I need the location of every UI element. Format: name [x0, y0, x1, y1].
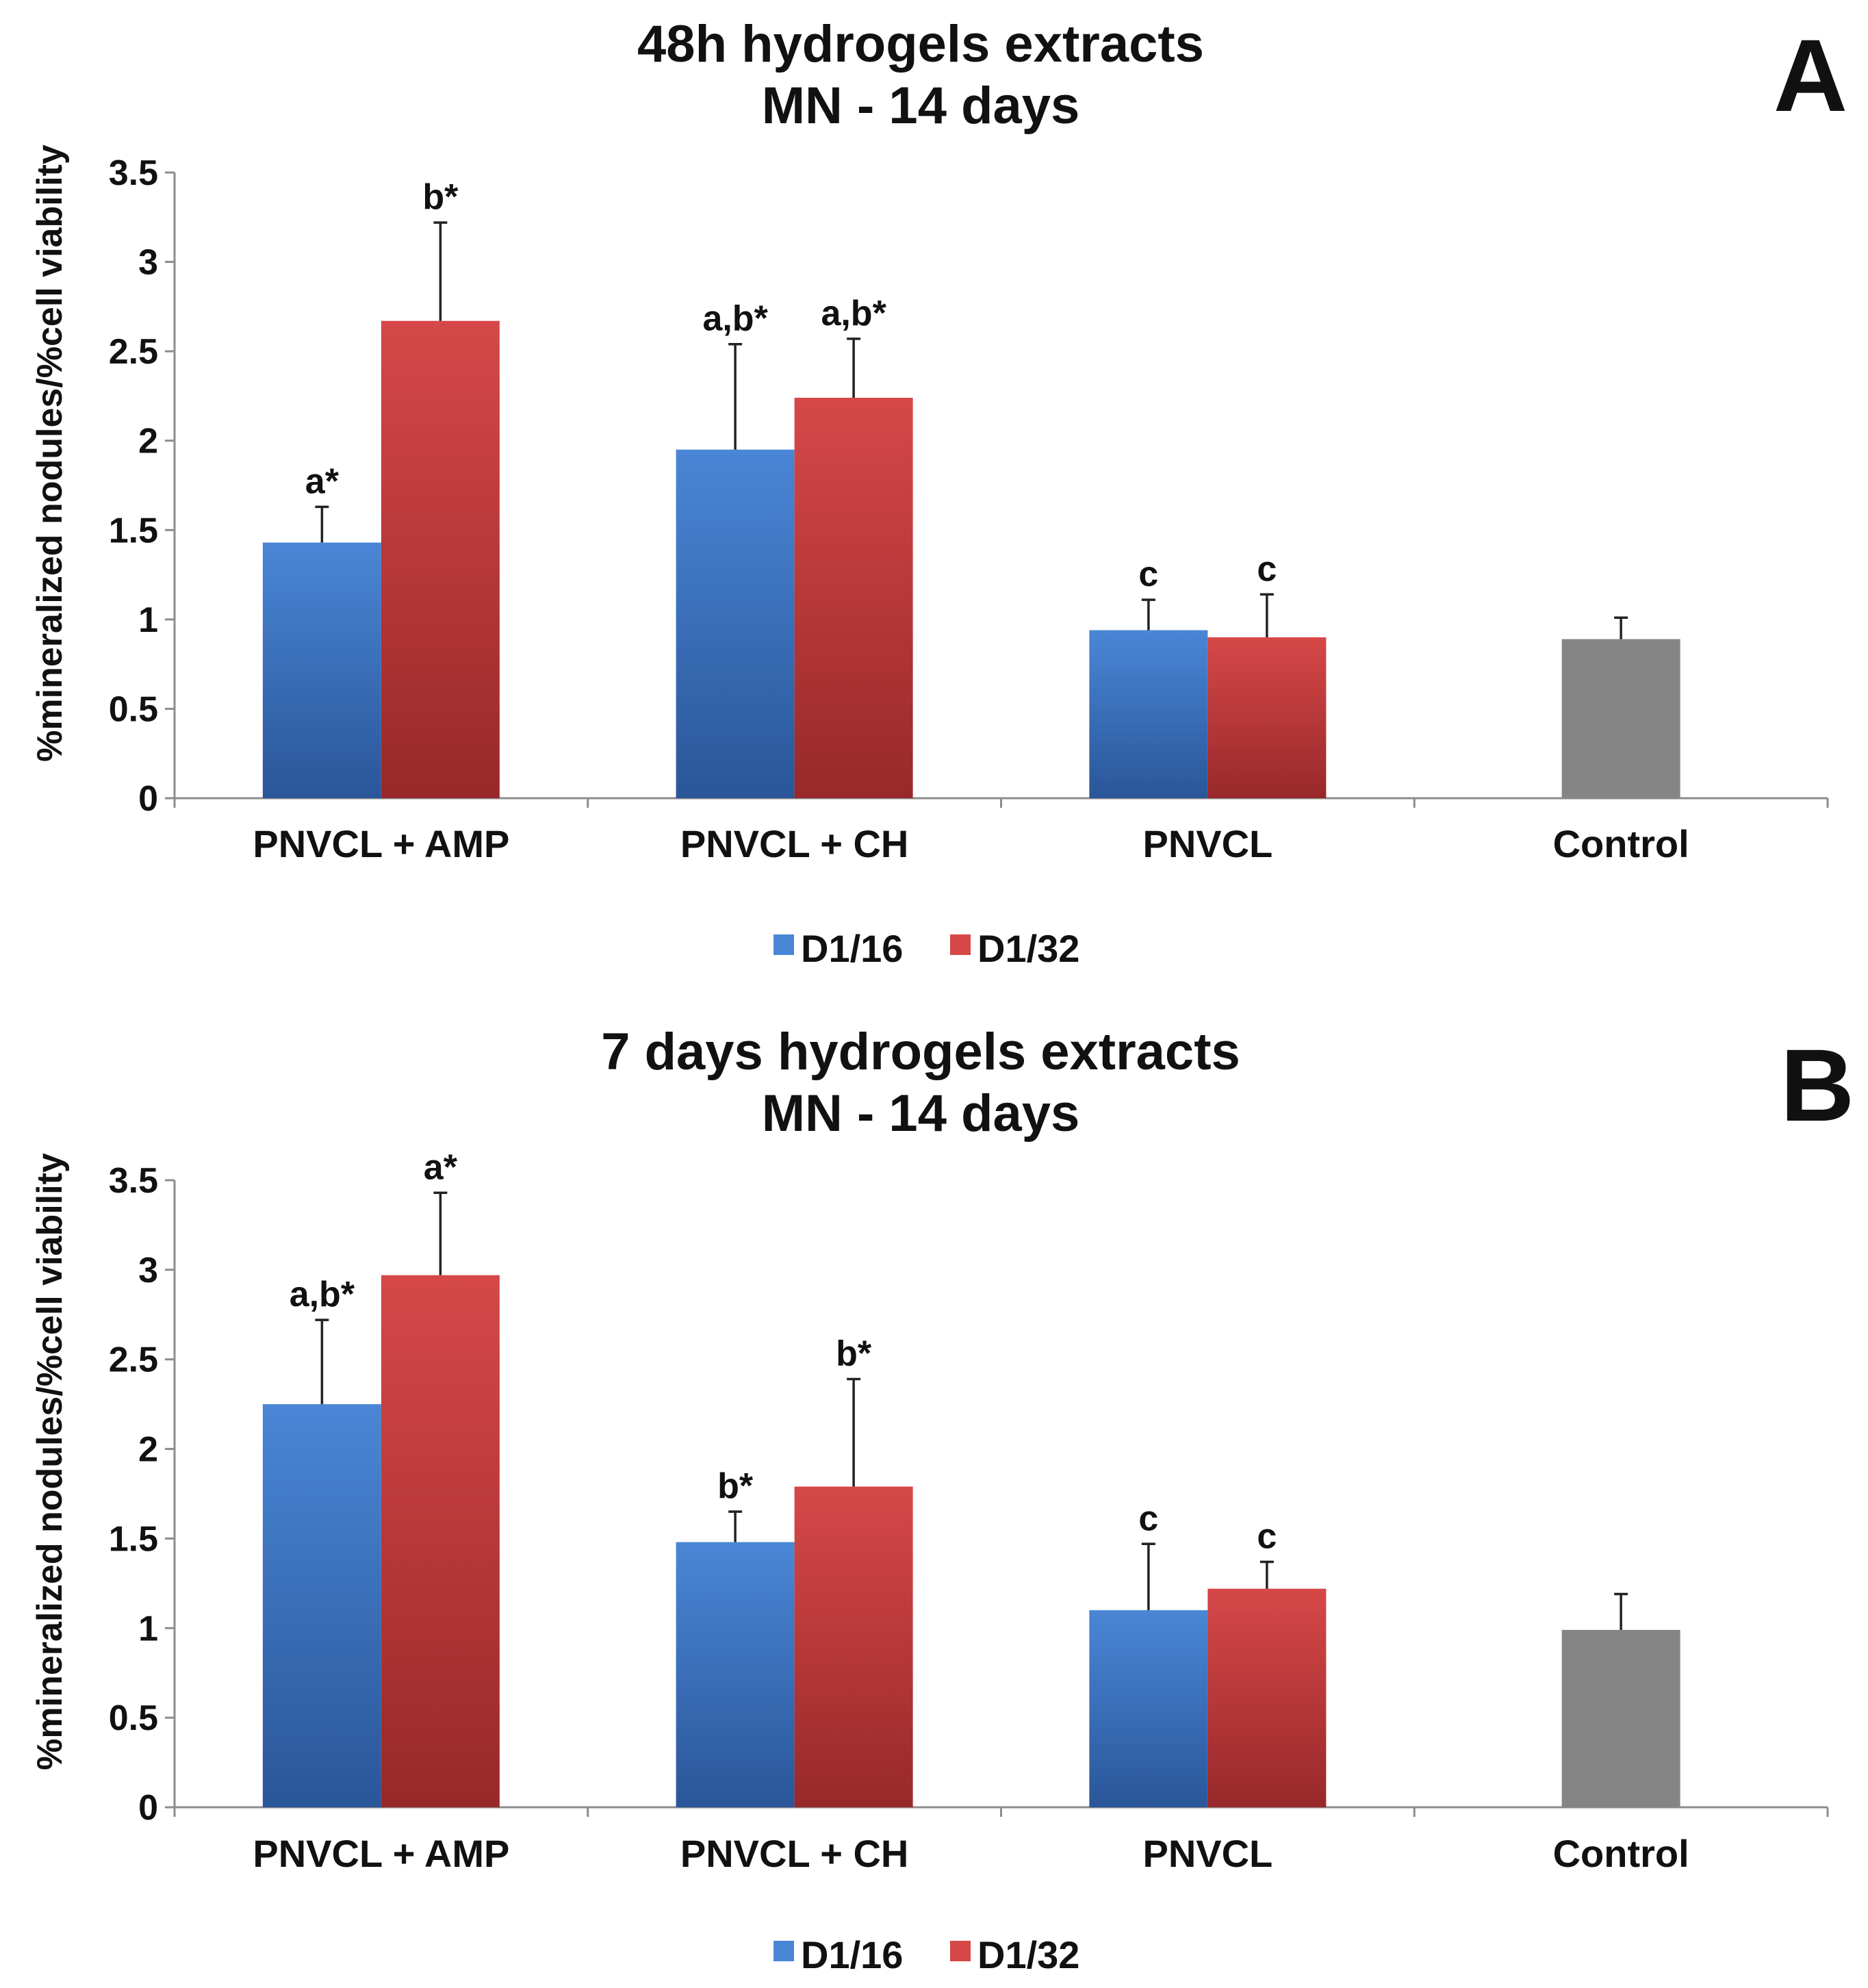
- panel-a-y-tick-label: 1.5: [109, 511, 158, 550]
- panel-b-legend-swatch-d1-32: [950, 1941, 971, 1961]
- panel-b-category-label: Control: [1553, 1832, 1689, 1875]
- panel-b-bar-d1-16: [1089, 1610, 1208, 1807]
- panel-a-y-tick-label: 3.5: [109, 153, 158, 193]
- panel-b-bar-d1-32: [381, 1275, 500, 1807]
- panel-a-category-label: PNVCL + CH: [680, 822, 908, 865]
- panel-a-legend: D1/16 D1/32: [773, 927, 1079, 970]
- panel-b-y-axis-label: %mineralized nodules/%cell viability: [30, 1153, 70, 1770]
- panel-b-y-tick-label: 3: [138, 1251, 158, 1290]
- panel-b-title-line2: MN - 14 days: [762, 1084, 1080, 1143]
- panel-a-y-axis-label: %mineralized nodules/%cell viability: [30, 144, 70, 762]
- panel-b-legend-label-d1-32: D1/32: [977, 1933, 1079, 1976]
- panel-a-y-tick-label: 3: [138, 243, 158, 283]
- panel-a-category-label: PNVCL + AMP: [253, 822, 509, 865]
- panel-b-legend-label-d1-16: D1/16: [801, 1933, 903, 1976]
- panel-a-bar-d1-32: [381, 320, 500, 799]
- panel-b-category-label: PNVCL + CH: [680, 1832, 908, 1875]
- panel-b-y-tick-label: 0: [138, 1788, 158, 1828]
- panel-b-significance-label: a,b*: [290, 1275, 355, 1314]
- panel-b-category-label: PNVCL: [1142, 1832, 1272, 1875]
- panel-a-legend-label-d1-16: D1/16: [801, 927, 903, 970]
- panel-b-legend-swatch-d1-16: [773, 1941, 794, 1961]
- panel-b-legend: D1/16 D1/32: [773, 1933, 1079, 1976]
- panel-b-y-tick-label: 2.5: [109, 1340, 158, 1380]
- panel-b-bar-d1-32: [794, 1486, 913, 1807]
- panel-b-chart: 7 days hydrogels extracts MN - 14 days B…: [30, 1023, 1854, 1976]
- panel-a-bar-d1-16: [676, 449, 795, 798]
- panel-b-bar-d1-16: [262, 1404, 381, 1807]
- panel-a-bar-control: [1561, 639, 1680, 798]
- panel-b-y-tick-label: 2: [138, 1430, 158, 1470]
- panel-a-category-label: PNVCL: [1142, 822, 1272, 865]
- panel-a-letter: A: [1774, 18, 1847, 133]
- panel-a-legend-swatch-d1-16: [773, 934, 794, 955]
- panel-b-significance-label: b*: [717, 1466, 754, 1506]
- panel-b-letter: B: [1780, 1028, 1854, 1143]
- panel-a-significance-label: c: [1138, 555, 1158, 594]
- panel-b-y-tick-label: 3.5: [109, 1161, 158, 1201]
- panel-a-y-tick-label: 2: [138, 422, 158, 461]
- panel-b-significance-label: c: [1257, 1516, 1277, 1556]
- panel-a-significance-label: a,b*: [821, 294, 886, 333]
- panel-a-y-tick-label: 1: [138, 600, 158, 640]
- panel-a-title-line1: 48h hydrogels extracts: [637, 15, 1204, 73]
- panel-b-y-tick-label: 1.5: [109, 1519, 158, 1559]
- panel-a-category-label: Control: [1553, 822, 1689, 865]
- panel-a-significance-label: a,b*: [702, 299, 768, 339]
- panel-b-significance-label: a*: [424, 1147, 458, 1187]
- panel-a-significance-label: b*: [422, 177, 459, 217]
- panel-b-bar-control: [1561, 1629, 1680, 1807]
- panel-b-bar-d1-16: [676, 1542, 795, 1807]
- panel-a-y-tick-label: 0.5: [109, 689, 158, 729]
- panel-a-chart: 48h hydrogels extracts MN - 14 days A %m…: [30, 15, 1847, 970]
- panel-b-y-tick-label: 1: [138, 1609, 158, 1648]
- panel-a-bar-d1-32: [794, 398, 913, 798]
- panel-b-significance-label: c: [1138, 1499, 1158, 1538]
- panel-a-bar-d1-16: [262, 542, 381, 798]
- panel-b-significance-label: b*: [836, 1334, 872, 1374]
- panel-b-plot-area: 0 0.5 1 1.5 2 2.5 3 3.5 PNVCL + AMP PNVCL + CH PNV…: [109, 1147, 1829, 1875]
- panel-a-bar-d1-32: [1207, 637, 1327, 798]
- panel-a-legend-label-d1-32: D1/32: [977, 927, 1079, 970]
- panel-a-significance-label: c: [1257, 549, 1277, 589]
- panel-a-plot-area: 0 0.5 1 1.5 2 2.5 3 3.5 PNVCL + AMP PNVCL + CH PNV…: [109, 153, 1829, 865]
- panel-b-y-tick-label: 0.5: [109, 1698, 158, 1738]
- panel-a-title-line2: MN - 14 days: [762, 77, 1080, 135]
- panel-a-y-tick-label: 2.5: [109, 332, 158, 372]
- panel-b-title-line1: 7 days hydrogels extracts: [601, 1023, 1240, 1081]
- panel-a-bar-d1-16: [1089, 630, 1208, 798]
- panel-b-category-label: PNVCL + AMP: [253, 1832, 509, 1875]
- panel-a-significance-label: a*: [305, 461, 340, 501]
- panel-a-legend-swatch-d1-32: [950, 934, 971, 955]
- panel-b-bar-d1-32: [1207, 1588, 1327, 1807]
- panel-a-y-tick-label: 0: [138, 779, 158, 819]
